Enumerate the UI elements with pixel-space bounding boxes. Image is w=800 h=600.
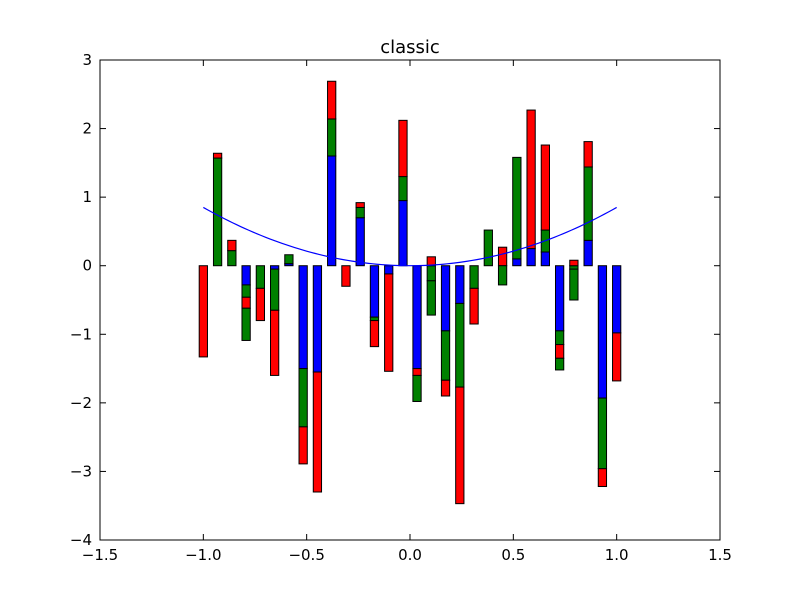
bar-segment [398, 176, 408, 202]
x-tick-label: −0.5 [288, 546, 324, 564]
bar-segment [355, 206, 365, 219]
x-tick-label: 1.0 [605, 546, 629, 564]
bar-segment [426, 256, 436, 267]
bar-segment [369, 316, 380, 322]
bar-segment [455, 265, 465, 304]
y-tick-label: 0 [82, 257, 92, 275]
bar-segment [583, 141, 593, 168]
y-tick-label: −3 [70, 462, 92, 480]
bar-segment [398, 119, 408, 178]
bar-segment [469, 265, 479, 289]
plot-frame [99, 59, 721, 541]
bar-segment [298, 426, 308, 465]
bar-segment [327, 118, 337, 157]
x-tick-label: 0.5 [501, 546, 525, 564]
bar-segment [255, 265, 266, 289]
bar-segment [597, 265, 608, 399]
bar-segment [597, 397, 608, 470]
bar-segment [569, 259, 579, 267]
bar-segment [227, 239, 237, 252]
bar-segment [212, 157, 223, 267]
bar-segment [583, 166, 593, 241]
y-tick-label: −4 [70, 531, 92, 549]
x-axis: −1.5 −1.0 −0.5 0.0 0.5 1.0 1.5 [82, 60, 732, 564]
bar-segment [426, 280, 436, 316]
bar-segment [512, 258, 522, 267]
bar-segment [440, 330, 451, 381]
y-tick-label: 3 [82, 51, 92, 69]
bar-segment [526, 248, 536, 267]
bar-segment [497, 265, 508, 286]
bar-segment [540, 144, 551, 231]
bar-segment [526, 109, 536, 250]
bar-segment [384, 273, 394, 372]
bar-segment [284, 254, 294, 265]
x-tick-label: 0.0 [398, 546, 422, 564]
bar-segment [554, 265, 565, 332]
bar-segment [512, 156, 522, 260]
bar-segment [255, 287, 266, 322]
y-axis: −4 −3 −2 −1 0 1 2 3 [70, 51, 720, 549]
bar-segment [540, 251, 551, 267]
bar-segment [198, 265, 208, 358]
bar-segment [569, 268, 579, 301]
bar-segment [398, 200, 408, 267]
bar-segment [369, 265, 380, 318]
bar-segment [355, 217, 365, 267]
bar-segment [440, 379, 451, 397]
bar-segment [455, 302, 465, 388]
bar-segment [569, 265, 579, 270]
bar-segment [341, 265, 351, 287]
bar-segment [612, 265, 622, 334]
bar-segment [612, 332, 622, 382]
bar-segment [227, 250, 237, 267]
bar-segment [497, 246, 508, 267]
bar-segment [270, 309, 280, 376]
bar-segment [412, 368, 422, 376]
bar-segment [369, 320, 380, 348]
bar-segment [212, 152, 223, 159]
y-tick-label: −2 [70, 394, 92, 412]
bar-segment [426, 265, 436, 282]
bar-segment [384, 265, 394, 275]
bar-segment [327, 155, 337, 267]
bar-segment [554, 357, 565, 371]
bar-segment [241, 265, 251, 286]
bar-segment [241, 307, 251, 341]
bar-segment [412, 374, 422, 402]
bar-segment [270, 265, 280, 270]
x-tick-label: 1.5 [708, 546, 732, 564]
bar-segment [469, 287, 479, 325]
bar-segment [554, 344, 565, 359]
x-tick-label: −1.5 [82, 546, 118, 564]
bar-segment [298, 265, 308, 370]
plot-area [99, 59, 721, 541]
bar-segment [554, 330, 565, 346]
y-tick-label: 1 [82, 188, 92, 206]
bar-segment [312, 371, 323, 493]
bar-segment [241, 296, 251, 309]
bar-segment [455, 386, 465, 505]
bar-segment [241, 284, 251, 298]
bar-segment [327, 80, 337, 120]
bar-segment [597, 468, 608, 488]
series-line [203, 206, 617, 267]
bar-segment [583, 239, 593, 267]
bar-segment [412, 265, 422, 370]
y-tick-label: −1 [70, 325, 92, 343]
y-tick-label: 2 [82, 120, 92, 138]
chart-title: classic [380, 37, 440, 58]
bar-segment [483, 229, 493, 267]
x-tick-label: −1.0 [185, 546, 221, 564]
bar-segment [312, 265, 323, 373]
bar-segment [298, 368, 308, 428]
bar-segment [355, 202, 365, 208]
bar-segment [270, 268, 280, 311]
bar-segment [440, 265, 451, 332]
